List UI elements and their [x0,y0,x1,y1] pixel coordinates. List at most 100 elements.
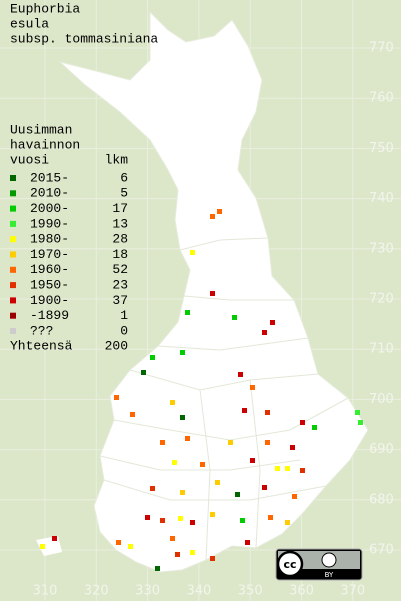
dot [285,520,290,525]
x-coordinate-label: 310 [33,584,58,599]
dot [114,395,119,400]
legend-label: 1950- [30,278,69,293]
legend-swatch [10,297,16,304]
dot [312,425,317,430]
legend-total-label: Yhteensä [10,339,73,354]
dot [228,440,233,445]
legend-label: 2000- [30,201,69,216]
dot [300,420,305,425]
legend-swatch [10,205,16,212]
y-coordinate-label: 730 [369,241,394,256]
legend-count: 18 [112,247,128,262]
dot [210,291,215,296]
dot [265,410,270,415]
legend-count: 5 [120,186,128,201]
y-coordinate-label: 710 [369,342,394,357]
legend-swatch [10,236,16,243]
legend-label: ??? [30,323,53,338]
dot [172,460,177,465]
dot [130,412,135,417]
dot [262,330,267,335]
dot [232,315,237,320]
legend-label: -1899 [30,308,69,323]
dot [190,520,195,525]
legend-total-count: 200 [105,339,128,354]
x-coordinate-label: 340 [186,584,211,599]
x-coordinate-label: 370 [340,584,365,599]
legend-count: 6 [120,170,128,185]
x-coordinate-label: 330 [135,584,160,599]
dot [242,408,247,413]
y-coordinate-label: 720 [369,292,394,307]
legend-label: 2010- [30,186,69,201]
legend-count: 37 [112,293,128,308]
dot [185,310,190,315]
y-coordinate-label: 740 [369,191,394,206]
y-coordinate-label: 750 [369,141,394,156]
by-text: BY [325,571,334,579]
legend-count: 17 [112,201,128,216]
legend-swatch [10,220,16,227]
dot [145,515,150,520]
legend-label: 1900- [30,293,69,308]
dot [200,462,205,467]
dot [155,566,160,571]
dot [170,536,175,541]
legend-swatch [10,328,16,334]
by-icon [321,552,337,568]
dot [238,372,243,377]
legend-label: 1990- [30,216,69,231]
dot [128,544,133,549]
legend-label: 2015- [30,170,69,185]
dot [245,540,250,545]
y-coordinate-label: 700 [369,392,394,407]
dot [180,350,185,355]
legend-heading: havainnon [10,137,80,152]
legend-heading: vuosi [10,152,49,167]
legend-swatch [10,251,16,258]
dot [262,485,267,490]
cc-text: cc [283,558,296,571]
y-coordinate-label: 770 [369,41,394,56]
dot [290,445,295,450]
x-coordinate-label: 350 [238,584,263,599]
x-coordinate-label: 360 [289,584,314,599]
dot [250,385,255,390]
dot [180,490,185,495]
title-line: subsp. tommasiniana [10,31,158,46]
dot [116,540,121,545]
dot [170,400,175,405]
cc-circle [276,550,304,578]
dot [150,486,155,491]
y-coordinate-label: 680 [369,492,394,507]
dot [210,556,215,561]
legend-label: 1960- [30,262,69,277]
legend-swatch [10,190,16,197]
dot [160,440,165,445]
legend-count: 23 [112,278,128,293]
dot [180,415,185,420]
y-coordinate-label: 690 [369,442,394,457]
legend-count: 28 [112,232,128,247]
dot [358,420,363,425]
observation-dots [40,209,363,571]
dot [275,466,280,471]
x-coordinate-label: 320 [84,584,109,599]
dot [160,518,165,523]
legend-count: 13 [112,216,128,231]
legend-label: 1970- [30,247,69,262]
borders [99,237,349,561]
legend-count-heading: lkm [105,152,129,167]
legend-swatch [10,312,16,319]
dot [215,480,220,485]
legend-label: 1980- [30,232,69,247]
legend: 2015- 6 2010- 5 2000- 17 1990- 13 1980- 28 1970- 18… [10,170,128,354]
legend-swatch [10,266,16,273]
y-coordinate-label: 760 [369,91,394,106]
dot [40,544,45,549]
dot [270,320,275,325]
dot [265,440,270,445]
dot [141,370,146,375]
dot [355,410,360,415]
